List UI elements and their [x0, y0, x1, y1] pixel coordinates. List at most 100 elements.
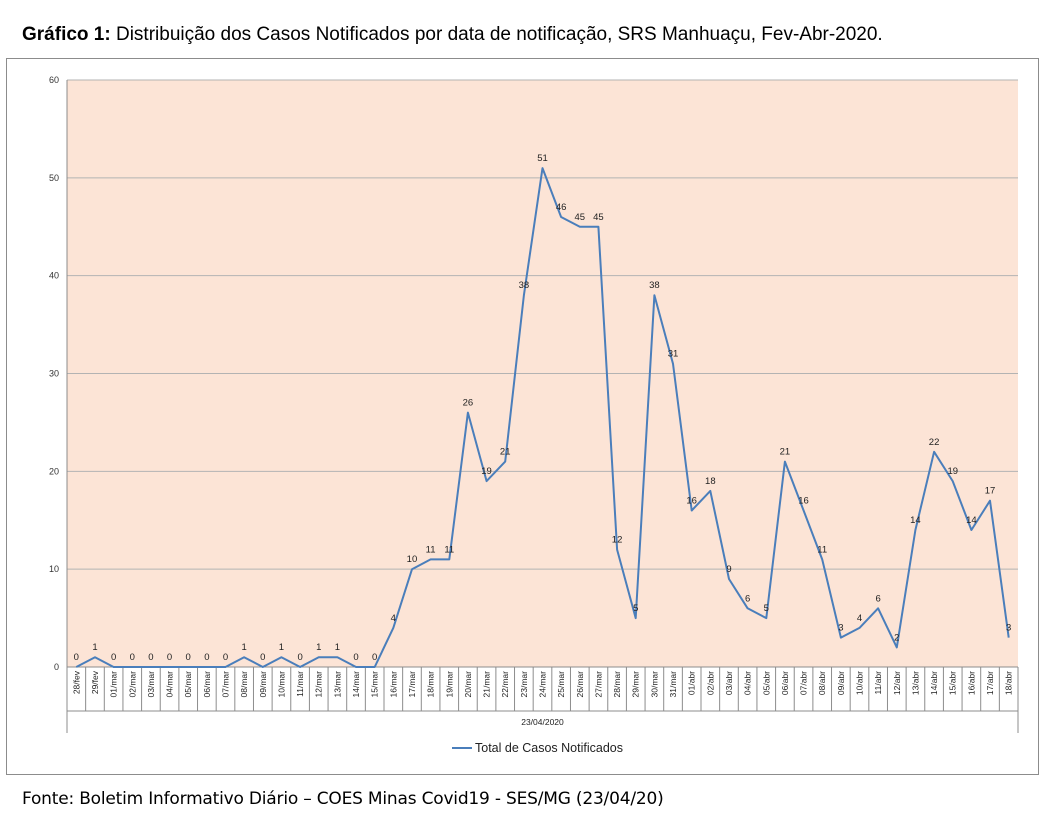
x-tick-label: 05/mar	[183, 671, 193, 698]
data-label: 16	[686, 495, 697, 506]
data-label: 26	[463, 398, 474, 409]
x-tick-label: 18/mar	[426, 671, 436, 698]
x-tick-label: 06/mar	[202, 671, 212, 698]
data-label: 46	[556, 202, 567, 213]
data-label: 3	[838, 623, 843, 634]
data-label: 4	[391, 613, 396, 624]
data-label: 5	[633, 603, 638, 614]
chart-title-prefix: Gráfico 1:	[22, 24, 111, 45]
y-tick-label: 40	[49, 271, 59, 281]
chart-title: Gráfico 1: Distribuição dos Casos Notifi…	[22, 24, 883, 46]
x-tick-label: 03/mar	[146, 671, 156, 698]
x-tick-label: 03/abr	[724, 671, 734, 695]
data-label: 18	[705, 476, 716, 487]
data-label: 19	[481, 466, 492, 477]
series-line-group	[75, 167, 1010, 668]
x-tick-label: 15/mar	[370, 671, 380, 698]
series-line-total-casos	[75, 167, 1010, 668]
x-tick-label: 26/mar	[575, 671, 585, 698]
x-tick-label: 27/mar	[593, 671, 603, 698]
data-label: 19	[947, 466, 958, 477]
x-tick-label: 30/mar	[649, 671, 659, 698]
x-tick-label: 19/mar	[444, 671, 454, 698]
data-label: 31	[668, 349, 679, 360]
data-label: 0	[148, 652, 153, 663]
x-tick-label: 14/mar	[351, 671, 361, 698]
data-label: 14	[966, 515, 977, 526]
data-label: 1	[335, 642, 340, 653]
x-axis: 28/fev 29/fev 01/mar 02/mar 03/mar 04/mar 05/m…	[66, 80, 1019, 733]
legend: Total de Casos Notificados	[452, 741, 623, 755]
data-label: 11	[817, 544, 827, 555]
x-tick-label: 12/abr	[892, 671, 902, 695]
x-tick-label: 25/mar	[556, 671, 566, 698]
x-tick-label: 09/mar	[258, 671, 268, 698]
x-tick-label: 01/mar	[109, 671, 119, 698]
x-tick-label: 11/mar	[295, 671, 305, 697]
y-tick-label: 0	[54, 662, 59, 672]
x-tick-label: 15/abr	[948, 671, 958, 695]
data-label: 0	[372, 652, 377, 663]
chart-title-text: Distribuição dos Casos Notificados por d…	[110, 24, 883, 45]
data-label: 3	[1006, 623, 1011, 634]
data-label: 12	[612, 535, 623, 546]
data-label: 38	[649, 280, 660, 291]
data-label: 0	[353, 652, 358, 663]
data-label: 6	[875, 593, 880, 604]
data-label: 45	[575, 212, 586, 223]
x-tick-label: 31/mar	[668, 671, 678, 698]
chart-frame: 0 10 20 30 40 50 60 28/fev 29/fev 01/mar 02/mar 03…	[6, 58, 1039, 775]
x-tick-label: 10/mar	[276, 671, 286, 698]
x-tick-label: 29/fev	[90, 670, 100, 694]
data-label: 5	[764, 603, 769, 614]
data-label: 1	[241, 642, 246, 653]
x-tick-label: 20/mar	[463, 671, 473, 698]
x-tick-label: 06/abr	[780, 671, 790, 695]
data-label: 6	[745, 593, 750, 604]
x-tick-label: 13/abr	[910, 671, 920, 695]
data-label: 45	[593, 212, 604, 223]
y-tick-label: 50	[49, 173, 59, 183]
x-tick-label: 22/mar	[500, 671, 510, 698]
data-label: 21	[780, 447, 791, 458]
x-axis-group-label: 23/04/2020	[521, 717, 564, 727]
x-tick-label: 29/mar	[631, 671, 641, 698]
x-tick-label: 08/mar	[239, 671, 249, 698]
grid-lines	[67, 79, 1018, 570]
data-label: 1	[316, 642, 321, 653]
data-label: 0	[260, 652, 265, 663]
data-label: 14	[910, 515, 921, 526]
data-label: 9	[726, 564, 731, 575]
y-tick-label: 60	[49, 75, 59, 85]
data-label: 21	[500, 447, 511, 458]
data-label: 16	[798, 495, 809, 506]
x-tick-label: 10/abr	[855, 671, 865, 695]
x-tick-label: 05/abr	[761, 671, 771, 695]
x-tick-label: 28/fev	[71, 670, 81, 694]
x-tick-label: 02/mar	[127, 671, 137, 698]
x-tick-label: 23/mar	[519, 671, 529, 698]
x-tick-label: 16/mar	[388, 671, 398, 698]
y-tick-label: 20	[49, 466, 59, 476]
y-axis-ticks: 0 10 20 30 40 50 60	[49, 75, 59, 672]
x-tick-label: 02/abr	[705, 671, 715, 695]
x-tick-label: 18/abr	[1004, 671, 1014, 695]
x-tick-label: 11/abr	[873, 671, 883, 695]
x-tick-label: 07/mar	[221, 671, 231, 698]
data-label: 11	[444, 544, 454, 555]
data-label: 1	[92, 642, 97, 653]
data-label: 17	[985, 486, 996, 497]
data-label: 51	[537, 153, 548, 164]
x-tick-label: 01/abr	[687, 671, 697, 695]
x-tick-label: 21/mar	[482, 671, 492, 698]
data-label: 4	[857, 613, 862, 624]
data-label: 22	[929, 437, 940, 448]
data-label: 0	[130, 652, 135, 663]
data-label: 0	[167, 652, 172, 663]
y-tick-label: 10	[49, 564, 59, 574]
legend-label-total-casos: Total de Casos Notificados	[475, 741, 623, 755]
source-note: Fonte: Boletim Informativo Diário – COES…	[22, 789, 664, 809]
data-label: 0	[204, 652, 209, 663]
